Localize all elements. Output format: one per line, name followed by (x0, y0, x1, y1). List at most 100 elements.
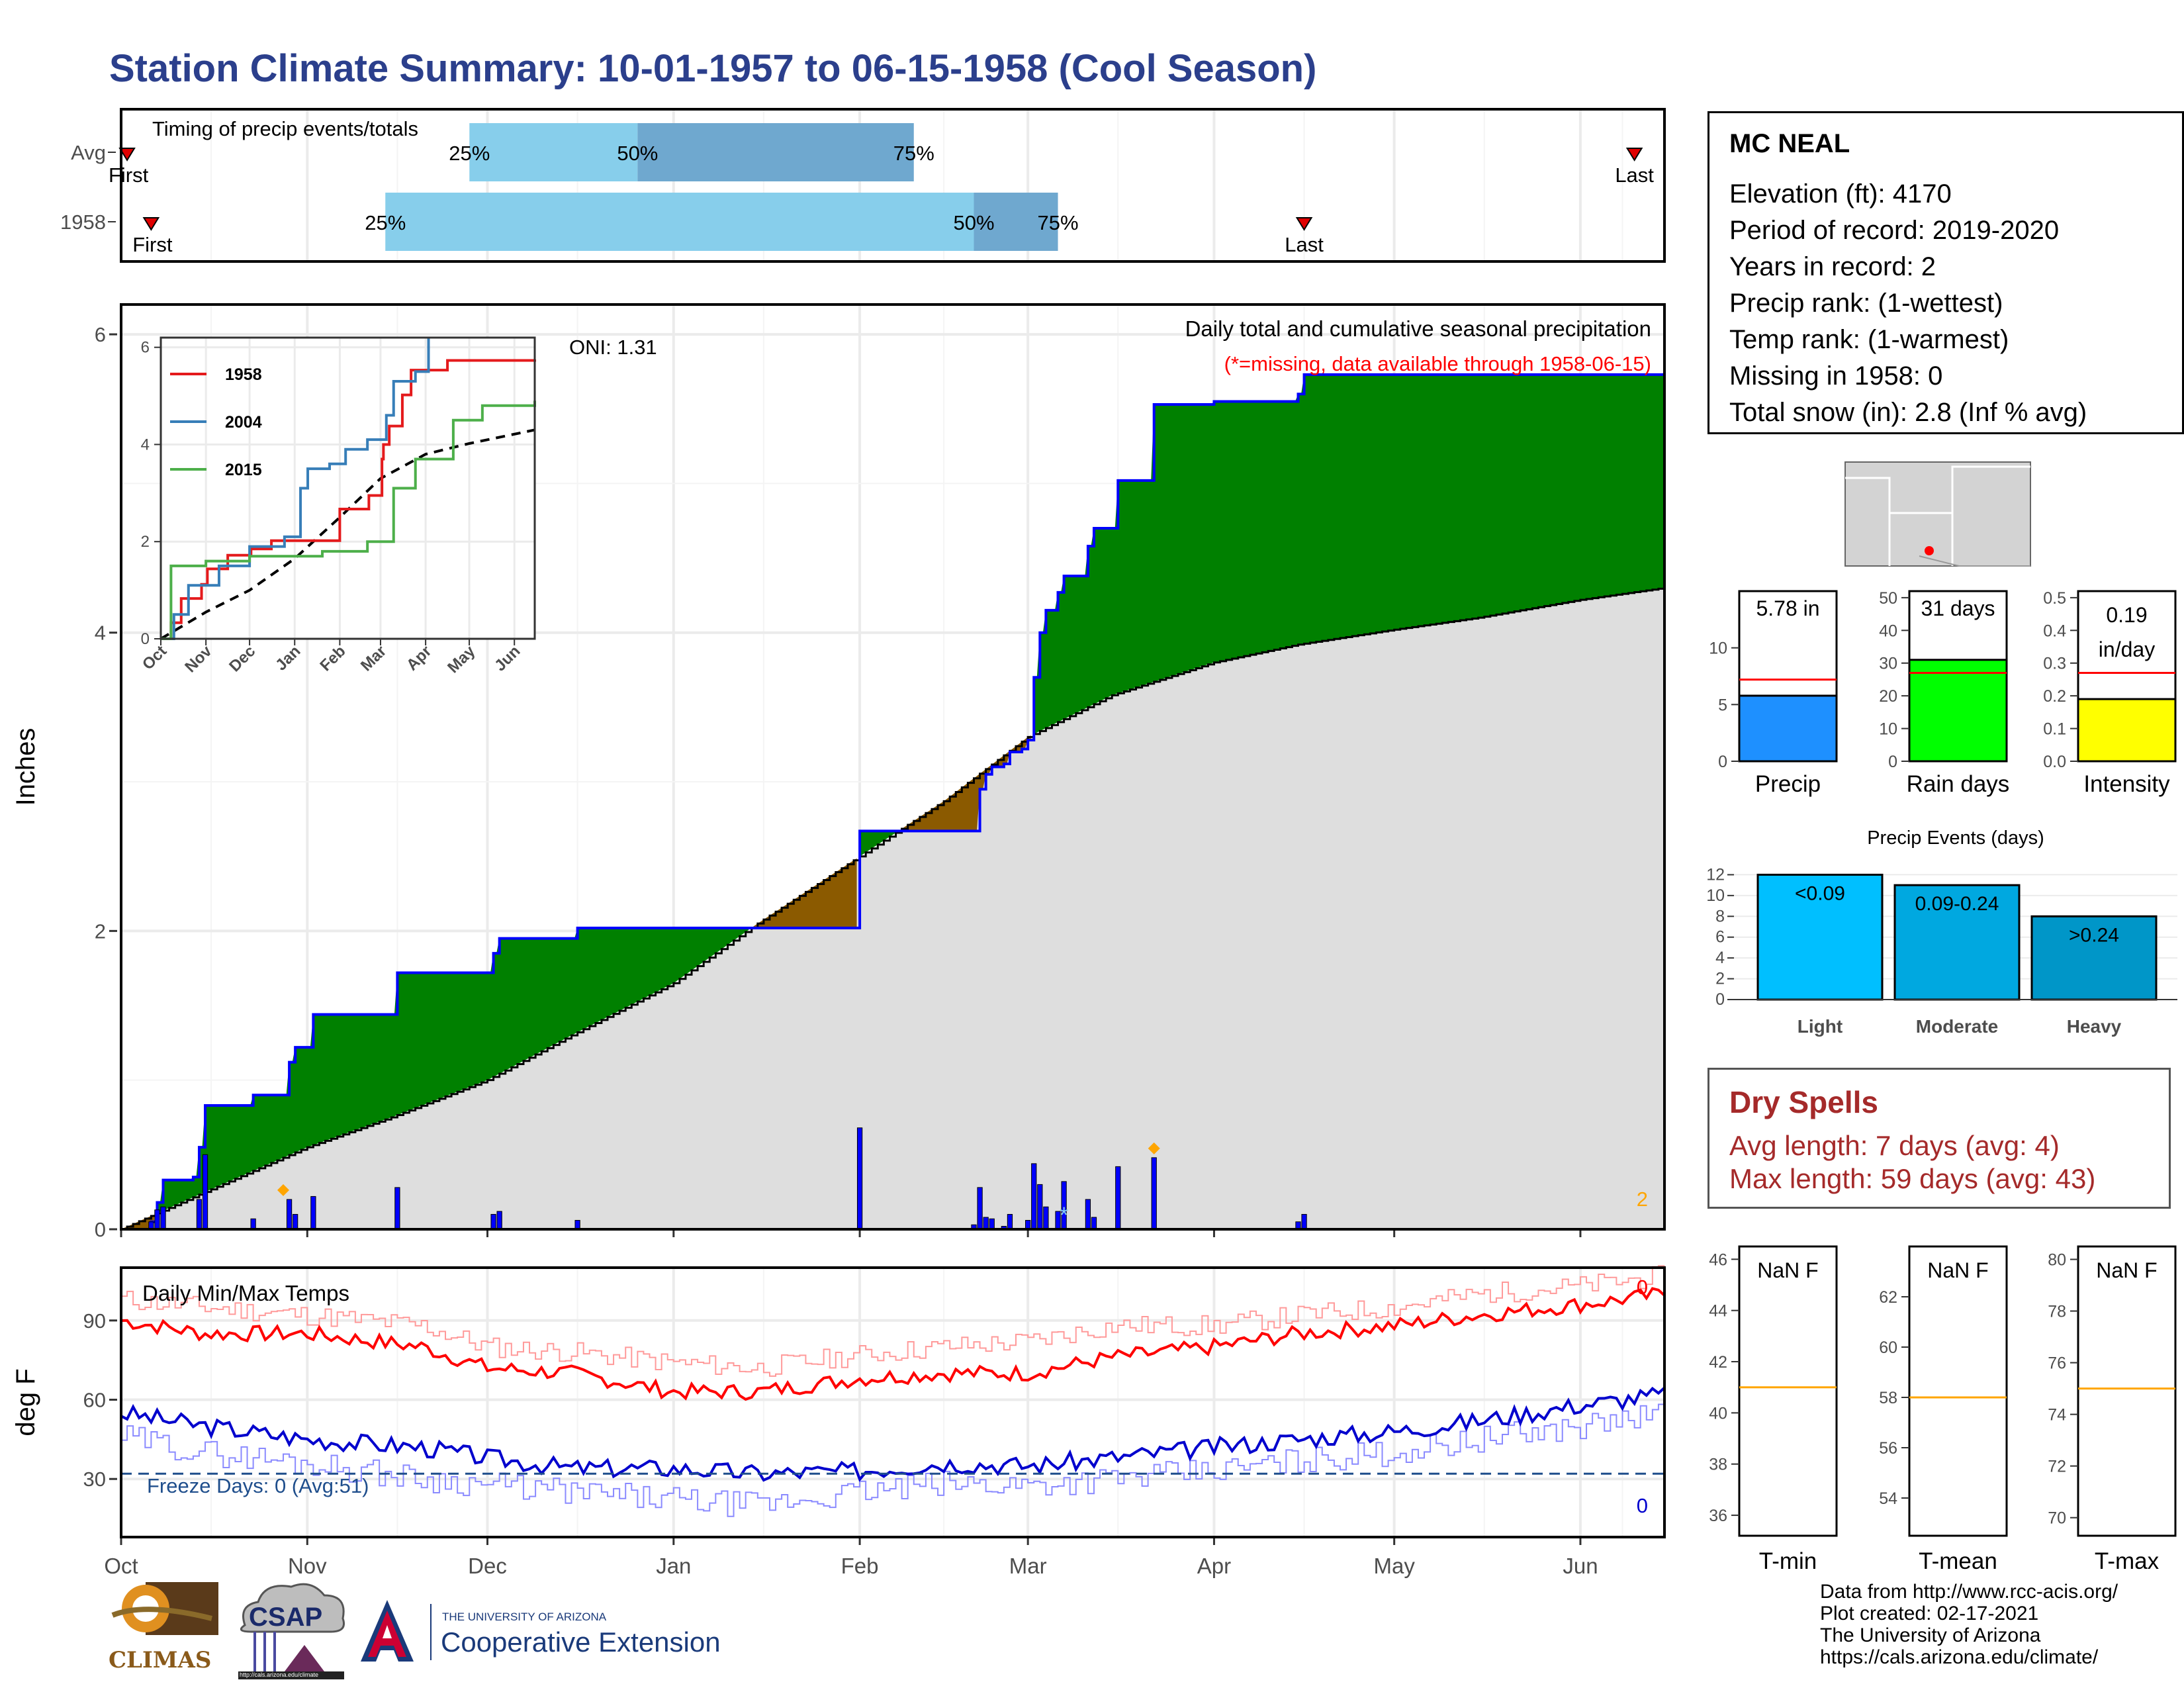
timing-first-marker (142, 217, 160, 231)
total-ytick-label: 5 (1718, 696, 1727, 714)
ua-logo-line1: THE UNIVERSITY OF ARIZONA (442, 1611, 607, 1623)
temp-summary-ytick-label: 78 (2048, 1303, 2066, 1321)
month-xtick-label: Apr (1197, 1554, 1231, 1578)
temp-summary-title: T-mean (1919, 1548, 1997, 1574)
total-ytick-label: 40 (1879, 622, 1897, 640)
daily-precip-bar (496, 1211, 502, 1230)
total-ytick-label: 0.4 (2043, 622, 2066, 640)
ua-logo-divider (430, 1604, 432, 1660)
inset-ytick-label: 6 (141, 339, 150, 357)
inset-xtick-label: Dec (226, 642, 259, 675)
temp-summary: NaN F T-min 36 38 40 42 44 46 NaN F T-mean 54 56 58 6… (1709, 1245, 2177, 1574)
locator-map (1844, 461, 2031, 567)
daily-precip-bar (310, 1196, 316, 1230)
daily-precip-bar (574, 1219, 580, 1230)
timing-last-marker (1295, 217, 1313, 231)
event-bar-Light (1756, 873, 1884, 1001)
temp-summary-ytick-label: 40 (1709, 1404, 1727, 1423)
timing-row-label: 1958 (60, 211, 106, 234)
temp-summary-ytick-label: 46 (1709, 1250, 1727, 1269)
temp-summary-ytick-label: 42 (1709, 1353, 1727, 1372)
temp-summary-ytick-label: 60 (1879, 1338, 1897, 1357)
precip-subtitle: (*=missing, data available through 1958-… (1224, 352, 1651, 375)
month-xtick-label: Oct (104, 1554, 138, 1578)
inset-bg (161, 338, 535, 639)
tmax-normal-line (121, 1265, 1665, 1377)
month-xtick-label: May (1374, 1554, 1416, 1578)
timing-first-label: First (132, 233, 173, 256)
timing-last-marker (1625, 148, 1643, 162)
inset-xtick-label: Apr (403, 642, 435, 674)
inset-legend-label: 1958 (225, 365, 262, 384)
daily-precip-bar (293, 1213, 298, 1230)
inset-ytick-label: 4 (141, 436, 150, 453)
credit-url: https://cals.arizona.edu/climate/ (1820, 1646, 2099, 1668)
temp-ytick-label: 30 (83, 1468, 106, 1491)
event-bar-label: <0.09 (1795, 882, 1845, 904)
total-ytick-label: 10 (1879, 720, 1897, 739)
temp-summary-box (2077, 1245, 2177, 1537)
dry-spells-avg: Avg length: 7 days (avg: 4) (1729, 1130, 2060, 1161)
temp-summary-box (1908, 1245, 2008, 1537)
precip-border (120, 303, 1666, 1231)
inset-legend-label: 2004 (225, 413, 262, 432)
total-ytick-label: 10 (1709, 639, 1727, 658)
total-value-label: 31 days (1921, 596, 1995, 620)
timing-q50-label: 50% (617, 142, 658, 165)
timing-box-25-50 (385, 193, 974, 251)
daily-precip-bar (250, 1218, 256, 1230)
temp-summary-ytick-label: 62 (1879, 1288, 1897, 1307)
inset-border (159, 336, 536, 640)
month-xtick-label: Mar (1009, 1554, 1047, 1578)
station-location-dot (1925, 546, 1934, 555)
csap-logo-text: CSAP (249, 1603, 323, 1632)
precip-corner-note: 2 (1637, 1188, 1648, 1211)
daily-precip-bar (286, 1199, 293, 1230)
timing-border (120, 108, 1666, 263)
temp-summary-box (1738, 1245, 1838, 1537)
climas-logo: CLIMAS (106, 1582, 218, 1675)
temp-ytick-label: 60 (83, 1389, 106, 1412)
daily-precip-bar (202, 1154, 208, 1230)
events-ytick-label: 4 (1715, 949, 1725, 967)
event-category-label: Moderate (1916, 1016, 1998, 1037)
total-ytick-label: 30 (1879, 655, 1897, 673)
tmax-line (120, 1287, 1666, 1401)
temp-summary-ytick-label: 44 (1709, 1302, 1727, 1321)
daily-precip-bar (196, 1199, 203, 1230)
oni-label: ONI: 1.31 (569, 336, 657, 359)
inset-xtick-label: Mar (357, 642, 390, 675)
station-elevation: Elevation (ft): 4170 (1729, 179, 1952, 209)
station-years: Years in record: 2 (1729, 252, 1936, 281)
events-ytick-label: 12 (1706, 865, 1725, 884)
inset-series-1958 (161, 359, 536, 640)
inset-xtick-label: Jan (272, 642, 304, 674)
station-info-box: MC NEAL Elevation (ft): 4170 Period of r… (1707, 111, 2184, 434)
daily-precip-bar (1037, 1184, 1043, 1230)
station-snow: Total snow (in): 2.8 (Inf % avg) (1729, 398, 2087, 427)
temp-summary-ytick-label: 74 (2048, 1406, 2066, 1425)
timing-box-50-75 (637, 123, 914, 181)
inset-xtick-label: May (444, 642, 479, 677)
temp-border (120, 1266, 1666, 1538)
daily-precip-bar (977, 1187, 983, 1230)
total-ytick-label: 0.1 (2043, 720, 2066, 739)
daily-precip-bar (1301, 1213, 1307, 1230)
tmin-normal-line (121, 1401, 1665, 1517)
timing-box-50-75 (974, 193, 1058, 251)
events-ytick-label: 10 (1706, 886, 1725, 905)
timing-last-label: Last (1285, 233, 1324, 256)
total-ytick-label: 0 (1888, 753, 1897, 771)
timing-q75-label: 75% (893, 142, 934, 165)
temp-summary-ytick-label: 76 (2048, 1354, 2066, 1373)
temp-summary-ytick-label: 36 (1709, 1507, 1727, 1525)
temp-summary-title: T-min (1759, 1548, 1817, 1574)
total-value-label: 0.19 (2106, 603, 2147, 627)
temp-summary-title: T-max (2095, 1548, 2160, 1574)
map-border (1919, 555, 2030, 567)
daily-precip-bar (1031, 1163, 1037, 1230)
credit-date: Plot created: 02-17-2021 (1820, 1603, 2039, 1624)
daily-precip-bar (1091, 1217, 1097, 1230)
precip-ytick-label: 6 (95, 323, 106, 346)
